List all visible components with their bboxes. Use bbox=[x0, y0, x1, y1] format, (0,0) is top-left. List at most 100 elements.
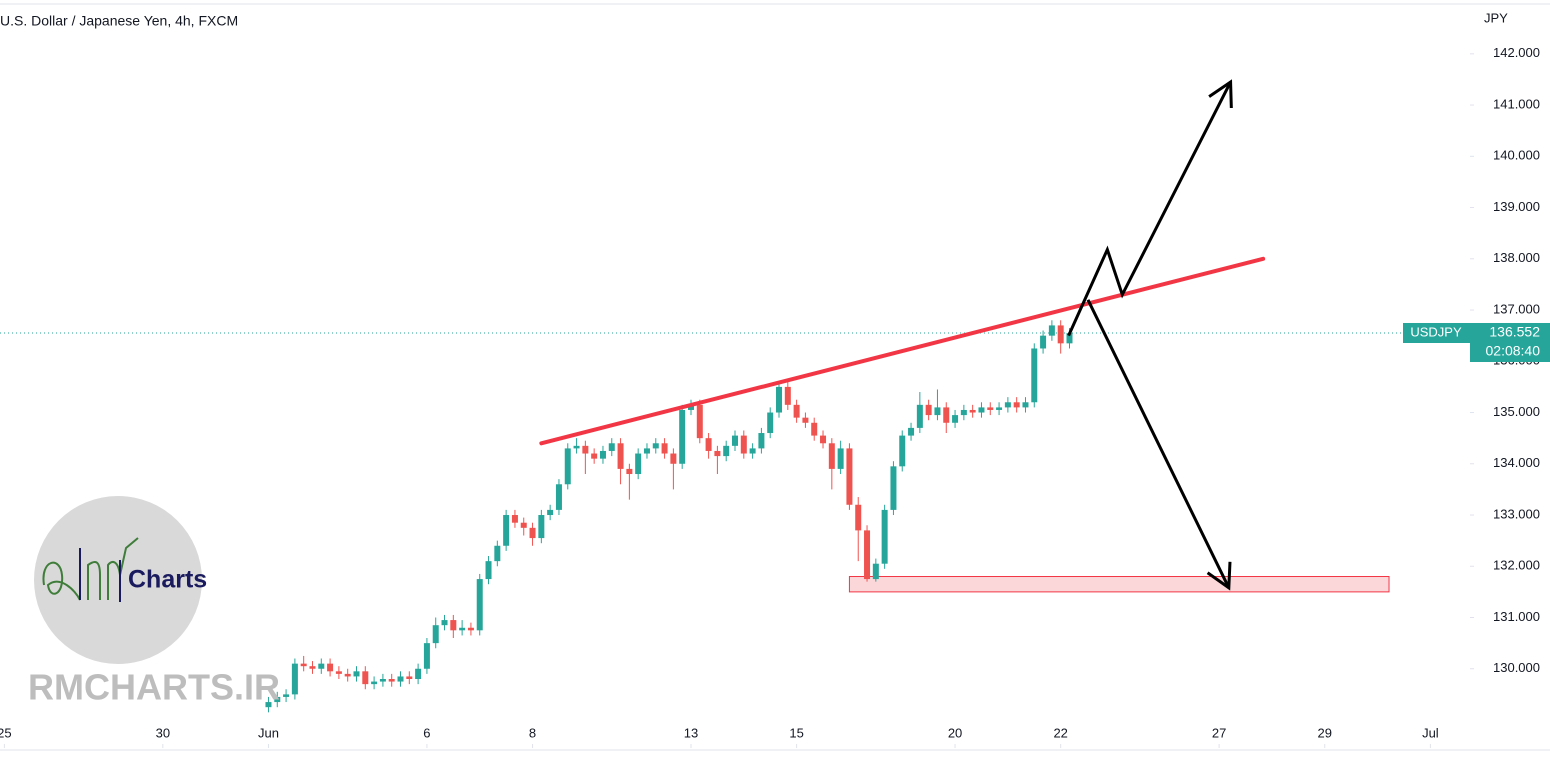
candle-body bbox=[908, 427, 915, 436]
candle-body bbox=[661, 443, 668, 454]
candle-body bbox=[591, 453, 598, 459]
chart-title: U.S. Dollar / Japanese Yen, 4h, FXCM bbox=[0, 13, 238, 29]
candle-body bbox=[538, 515, 545, 539]
x-tick-label: Jul bbox=[1422, 725, 1439, 740]
candle-body bbox=[388, 679, 395, 682]
x-tick-label: 15 bbox=[789, 725, 803, 740]
candle-body bbox=[881, 509, 888, 564]
candle-body bbox=[899, 435, 906, 467]
candle-body bbox=[415, 668, 422, 680]
candle-body bbox=[327, 663, 334, 672]
x-tick-label: 30 bbox=[156, 725, 170, 740]
candle-body bbox=[379, 679, 386, 682]
y-tick-label: 131.000 bbox=[1493, 609, 1540, 624]
candle-body bbox=[503, 515, 510, 546]
x-tick-label: 20 bbox=[948, 725, 962, 740]
candle-body bbox=[318, 663, 325, 669]
candle-body bbox=[1048, 325, 1055, 336]
candle-body bbox=[283, 694, 290, 697]
candle-body bbox=[872, 563, 879, 580]
candle-body bbox=[485, 561, 492, 580]
candle-body bbox=[732, 435, 738, 446]
candle-body bbox=[635, 453, 642, 475]
candle-body bbox=[925, 404, 932, 416]
candle-body bbox=[969, 409, 976, 413]
symbol-label: USDJPY bbox=[1410, 324, 1462, 339]
candle-body bbox=[978, 407, 985, 413]
x-tick-label: 29 bbox=[1318, 725, 1332, 740]
candle-body bbox=[300, 663, 307, 667]
candle-body bbox=[758, 433, 765, 449]
y-tick-label: 142.000 bbox=[1493, 45, 1540, 60]
candle-body bbox=[520, 522, 527, 528]
candle-body bbox=[855, 504, 862, 531]
x-tick-label: 8 bbox=[529, 725, 536, 740]
arrow-head bbox=[1206, 561, 1232, 591]
candle-body bbox=[1066, 333, 1073, 344]
projection-arrow bbox=[1086, 299, 1231, 589]
y-tick-label: 133.000 bbox=[1493, 506, 1540, 521]
candle-body bbox=[784, 386, 791, 405]
candle-body bbox=[943, 407, 950, 423]
y-tick-label: 139.000 bbox=[1493, 199, 1540, 214]
y-tick-label: 130.000 bbox=[1493, 660, 1540, 675]
candle-body bbox=[291, 663, 298, 695]
candle-body bbox=[362, 671, 369, 685]
candle-body bbox=[820, 435, 827, 444]
target-zone bbox=[848, 576, 1390, 593]
symbol-badge bbox=[1403, 322, 1470, 343]
logo: Charts bbox=[34, 496, 207, 664]
candle-body bbox=[274, 696, 281, 703]
y-tick-label: 140.000 bbox=[1493, 148, 1540, 163]
x-tick-label: 27 bbox=[1212, 725, 1226, 740]
candle-body bbox=[714, 450, 721, 457]
candle-body bbox=[494, 545, 501, 562]
candle-body bbox=[265, 702, 272, 708]
candle-body bbox=[846, 448, 853, 505]
candle-body bbox=[723, 445, 730, 457]
candle-body bbox=[705, 438, 712, 451]
x-tick-label: 22 bbox=[1053, 725, 1067, 740]
candle-body bbox=[335, 671, 342, 674]
candle-body bbox=[996, 407, 1003, 410]
currency-label: JPY bbox=[1484, 10, 1508, 25]
candle-body bbox=[1013, 402, 1020, 408]
countdown-label: 02:08:40 bbox=[1486, 343, 1541, 359]
candle-body bbox=[934, 407, 941, 416]
candle-body bbox=[397, 676, 404, 682]
candle-body bbox=[652, 443, 659, 449]
candle-body bbox=[547, 509, 554, 516]
candle-body bbox=[1040, 335, 1047, 349]
candle-body bbox=[916, 404, 923, 428]
y-tick-label: 132.000 bbox=[1493, 558, 1540, 573]
candle-body bbox=[423, 643, 430, 669]
candle-body bbox=[564, 448, 571, 485]
candle-body bbox=[837, 448, 844, 469]
x-tick-label: 13 bbox=[684, 725, 698, 740]
candle-body bbox=[555, 484, 562, 510]
candle-body bbox=[828, 443, 835, 469]
candle-body bbox=[1031, 348, 1038, 403]
candle-body bbox=[890, 466, 897, 510]
arrow-head bbox=[1208, 79, 1233, 109]
candle-body bbox=[406, 676, 413, 680]
candle-body bbox=[459, 627, 466, 631]
candle-body bbox=[811, 422, 818, 436]
candle-body bbox=[793, 404, 800, 418]
candle-body bbox=[573, 445, 580, 449]
candle-body bbox=[432, 625, 439, 644]
candle-body bbox=[776, 386, 783, 413]
candle-body bbox=[740, 435, 747, 454]
candle-body bbox=[802, 417, 809, 423]
candle-body bbox=[353, 671, 360, 677]
price-badge: USDJPY 136.552 02:08:40 bbox=[1403, 322, 1550, 362]
candle-body bbox=[670, 453, 677, 464]
candle-body bbox=[476, 579, 483, 631]
y-tick-label: 137.000 bbox=[1493, 301, 1540, 316]
candle-body bbox=[1004, 402, 1011, 408]
projection-arrow bbox=[1067, 81, 1232, 337]
y-tick-label: 134.000 bbox=[1493, 455, 1540, 470]
candle-body bbox=[767, 412, 774, 434]
